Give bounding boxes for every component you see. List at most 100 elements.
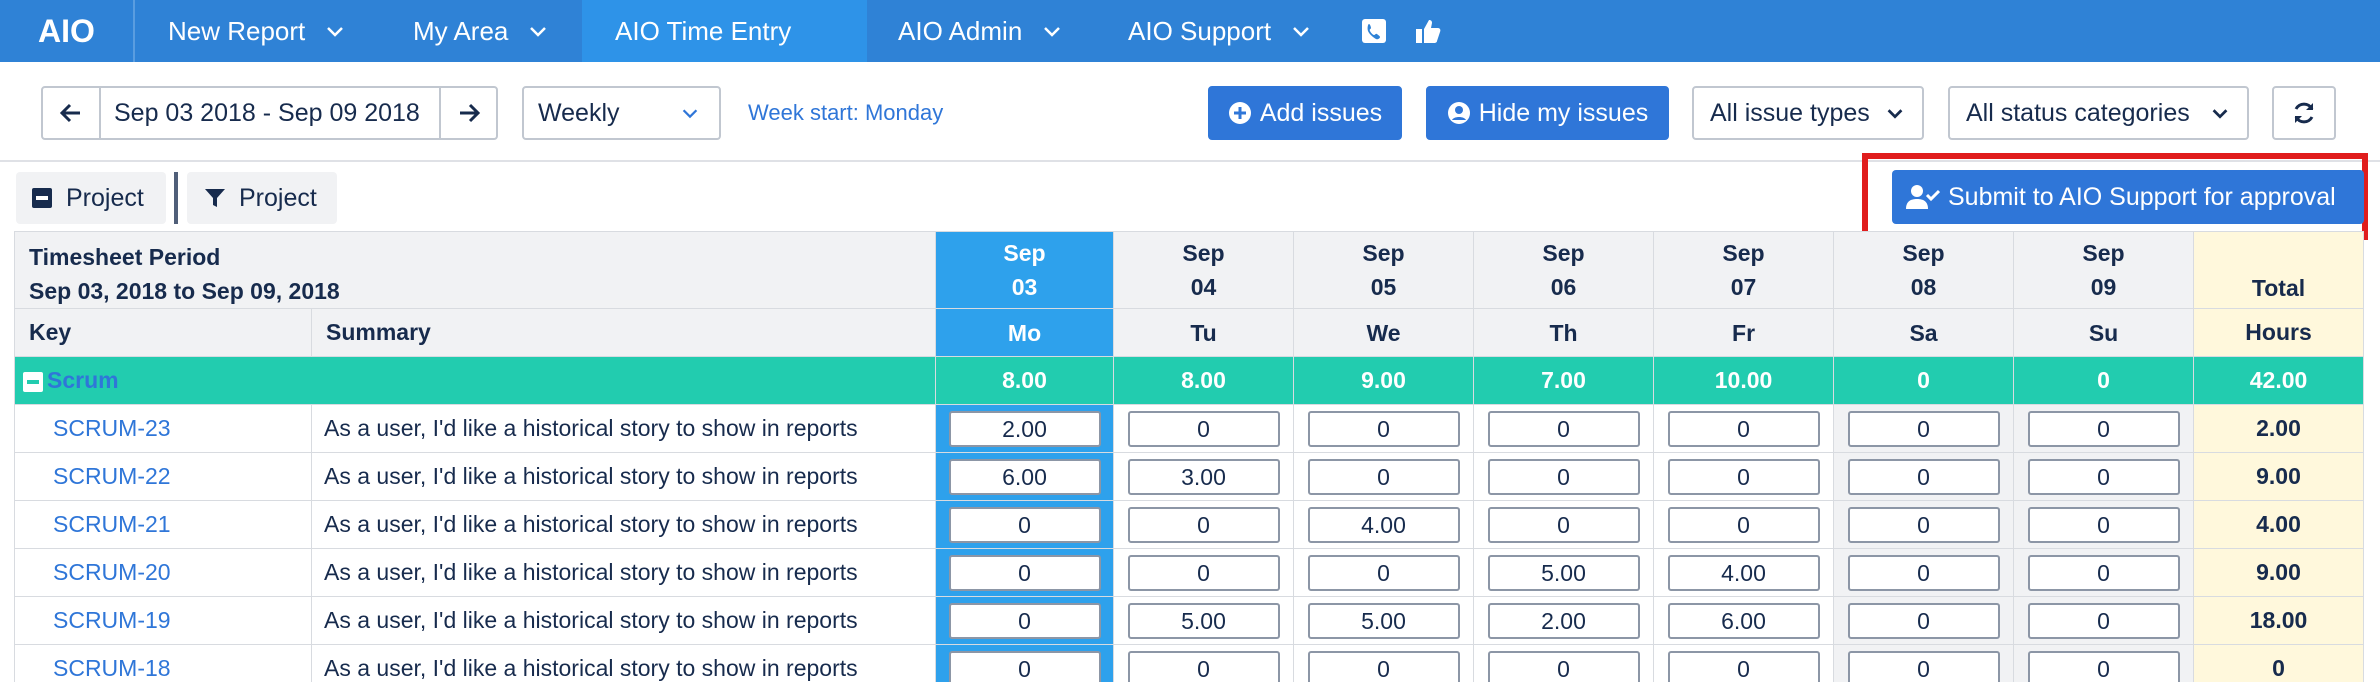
- group-day-total: 9.00: [1293, 356, 1475, 405]
- chevron-down-icon: [682, 109, 698, 119]
- day-header[interactable]: Sep 05: [1293, 231, 1475, 309]
- hours-input[interactable]: 0: [1487, 410, 1640, 447]
- hours-input[interactable]: 0: [2027, 602, 2180, 639]
- filter-by-project-button[interactable]: Project: [187, 172, 337, 224]
- summary-column-header[interactable]: Summary: [310, 308, 937, 357]
- day-header[interactable]: Sep 07: [1653, 231, 1835, 309]
- hours-input[interactable]: 0: [2027, 554, 2180, 591]
- hide-my-issues-button[interactable]: Hide my issues: [1426, 86, 1669, 140]
- hours-input[interactable]: 0: [1127, 554, 1280, 591]
- refresh-button[interactable]: [2272, 86, 2336, 140]
- hours-input[interactable]: 0: [1307, 410, 1460, 447]
- group-name-cell[interactable]: Scrum: [13, 356, 937, 405]
- hours-input[interactable]: 0: [1307, 458, 1460, 495]
- add-issues-button[interactable]: Add issues: [1208, 86, 1402, 140]
- hours-input[interactable]: 0: [948, 650, 1101, 682]
- hours-input[interactable]: 2.00: [1487, 602, 1640, 639]
- nav-aio-admin[interactable]: AIO Admin: [898, 0, 1064, 62]
- issue-types-select[interactable]: All issue types: [1692, 86, 1924, 140]
- hours-input[interactable]: 0: [1847, 602, 2000, 639]
- group-grand-total: 42.00: [2193, 356, 2365, 405]
- hours-cell: 0: [1113, 644, 1295, 682]
- phone-icon[interactable]: [1360, 17, 1388, 45]
- nav-new-report[interactable]: New Report: [168, 0, 347, 62]
- hours-input[interactable]: 0: [2027, 410, 2180, 447]
- group-day-total: 0: [2013, 356, 2195, 405]
- hours-input[interactable]: 0: [1487, 650, 1640, 682]
- group-by-project-button[interactable]: Project: [16, 172, 166, 224]
- hours-input[interactable]: 6.00: [948, 458, 1101, 495]
- hours-input[interactable]: 0: [1847, 458, 2000, 495]
- hours-input[interactable]: 0: [1847, 506, 2000, 543]
- issue-summary: As a user, I'd like a historical story t…: [310, 404, 937, 453]
- issue-key-link[interactable]: SCRUM-23: [14, 404, 312, 453]
- hours-input[interactable]: 5.00: [1307, 602, 1460, 639]
- day-header[interactable]: Sep 06: [1473, 231, 1655, 309]
- hours-input[interactable]: 3.00: [1127, 458, 1280, 495]
- hours-input[interactable]: 0: [1667, 458, 1820, 495]
- hours-input[interactable]: 0: [1127, 410, 1280, 447]
- hours-cell: 0: [1653, 644, 1835, 682]
- hours-input[interactable]: 0: [2027, 458, 2180, 495]
- issue-key-link[interactable]: SCRUM-21: [14, 500, 312, 549]
- day-month: Sep: [1003, 240, 1046, 266]
- hours-cell: 0: [1113, 548, 1295, 597]
- row-total: 9.00: [2193, 452, 2365, 501]
- hours-input[interactable]: 4.00: [1667, 554, 1820, 591]
- aio-logo[interactable]: AIO: [0, 0, 135, 62]
- hours-input[interactable]: 0: [1487, 458, 1640, 495]
- hours-input[interactable]: 5.00: [1127, 602, 1280, 639]
- status-categories-select[interactable]: All status categories: [1948, 86, 2249, 140]
- hours-input[interactable]: 0: [1667, 506, 1820, 543]
- nav-aio-time-entry[interactable]: AIO Time Entry: [582, 0, 867, 62]
- hours-cell: 0: [935, 548, 1115, 597]
- prev-week-button[interactable]: [41, 86, 101, 140]
- day-header[interactable]: Sep 08: [1833, 231, 2015, 309]
- hours-input[interactable]: 6.00: [1667, 602, 1820, 639]
- hours-input[interactable]: 0: [1847, 410, 2000, 447]
- issue-key-link[interactable]: SCRUM-19: [14, 596, 312, 645]
- key-column-header[interactable]: Key: [14, 308, 312, 357]
- hours-input[interactable]: 2.00: [948, 410, 1101, 447]
- hours-input[interactable]: 5.00: [1487, 554, 1640, 591]
- hours-cell: 6.00: [1653, 596, 1835, 645]
- hours-cell: 5.00: [1113, 596, 1295, 645]
- hours-input[interactable]: 0: [1847, 554, 2000, 591]
- nav-aio-support[interactable]: AIO Support: [1128, 0, 1313, 62]
- day-header[interactable]: Sep 09: [2013, 231, 2195, 309]
- hours-input[interactable]: 0: [1127, 650, 1280, 682]
- hours-input[interactable]: 0: [2027, 506, 2180, 543]
- hours-cell: 0: [2013, 644, 2195, 682]
- issue-key-link[interactable]: SCRUM-22: [14, 452, 312, 501]
- hours-input[interactable]: 0: [1307, 554, 1460, 591]
- hours-cell: 2.00: [935, 404, 1115, 453]
- hours-input[interactable]: 0: [948, 602, 1101, 639]
- period-select[interactable]: Weekly: [522, 86, 721, 140]
- issue-key-link[interactable]: SCRUM-18: [14, 644, 312, 682]
- thumbs-up-icon[interactable]: [1414, 17, 1442, 45]
- hours-input[interactable]: 0: [1487, 506, 1640, 543]
- nav-aio-support-label: AIO Support: [1128, 15, 1272, 46]
- week-start-link[interactable]: Week start: Monday: [748, 100, 944, 125]
- nav-my-area[interactable]: My Area: [413, 0, 550, 62]
- hours-input[interactable]: 0: [1127, 506, 1280, 543]
- day-header[interactable]: Sep 04: [1113, 231, 1295, 309]
- hours-input[interactable]: 0: [1847, 650, 2000, 682]
- submit-for-approval-button[interactable]: Submit to AIO Support for approval: [1892, 170, 2364, 224]
- row-total: 4.00: [2193, 500, 2365, 549]
- day-header[interactable]: Sep 03: [935, 231, 1115, 309]
- collapse-icon[interactable]: [23, 371, 43, 392]
- hours-input[interactable]: 0: [2027, 650, 2180, 682]
- hours-cell: 0: [1833, 452, 2015, 501]
- submit-label: Submit to AIO Support for approval: [1948, 182, 2336, 211]
- hours-input[interactable]: 0: [948, 506, 1101, 543]
- timesheet-period-header: Timesheet Period Sep 03, 2018 to Sep 09,…: [13, 231, 937, 309]
- hours-input[interactable]: 0: [1667, 410, 1820, 447]
- issue-key-link[interactable]: SCRUM-20: [14, 548, 312, 597]
- hours-input[interactable]: 0: [1667, 650, 1820, 682]
- date-range-field[interactable]: Sep 03 2018 - Sep 09 2018: [99, 86, 441, 140]
- hours-input[interactable]: 4.00: [1307, 506, 1460, 543]
- hours-input[interactable]: 0: [948, 554, 1101, 591]
- hours-input[interactable]: 0: [1307, 650, 1460, 682]
- next-week-button[interactable]: [439, 86, 498, 140]
